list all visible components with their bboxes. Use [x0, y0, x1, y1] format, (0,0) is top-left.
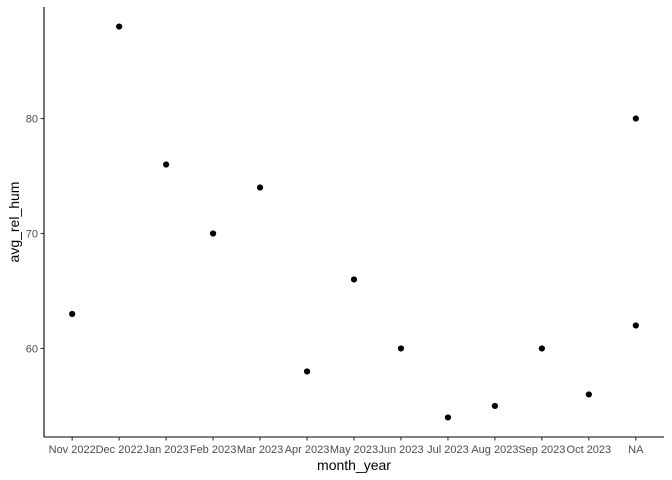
- x-tick-label: NA: [628, 444, 644, 456]
- data-point: [538, 345, 545, 352]
- data-point: [69, 310, 76, 318]
- x-tick-label: Apr 2023: [285, 444, 330, 456]
- x-axis-ticks: Nov 2022 Dec 2022 Jan 2023 Feb 2023 Mar 2023…: [49, 437, 644, 456]
- x-tick-label: Nov 2022: [49, 444, 96, 456]
- data-point: [397, 345, 405, 352]
- data-point: [632, 115, 639, 122]
- y-axis-title: avg_rel_hum: [6, 182, 22, 263]
- data-point: [491, 402, 499, 410]
- data-point: [444, 414, 452, 421]
- x-axis-title: month_year: [317, 457, 391, 473]
- data-point: [163, 161, 170, 168]
- data-point: [632, 322, 639, 329]
- data-point: [303, 368, 311, 375]
- x-tick-label: Sep 2023: [518, 444, 565, 456]
- x-tick-label: May 2023: [330, 444, 378, 456]
- data-point: [350, 276, 358, 283]
- x-tick-label: Feb 2023: [190, 444, 236, 456]
- x-tick-label: Oct 2023: [567, 444, 612, 456]
- y-tick-label: 60: [26, 343, 38, 355]
- x-tick-label: Jan 2023: [143, 444, 188, 456]
- x-tick-label: Aug 2023: [471, 444, 518, 456]
- data-point: [116, 23, 123, 30]
- data-point: [256, 184, 264, 191]
- x-tick-label: Jul 2023: [427, 444, 469, 456]
- x-tick-label: Dec 2022: [96, 444, 143, 456]
- y-tick-label: 80: [26, 114, 38, 126]
- x-tick-label: Jun 2023: [378, 444, 423, 456]
- data-point: [209, 230, 217, 237]
- data-point: [585, 391, 592, 398]
- y-tick-label: 70: [26, 228, 38, 240]
- x-tick-label: Mar 2023: [237, 444, 283, 456]
- y-axis-ticks: 60 70 80: [26, 114, 44, 355]
- data-points: [69, 23, 639, 421]
